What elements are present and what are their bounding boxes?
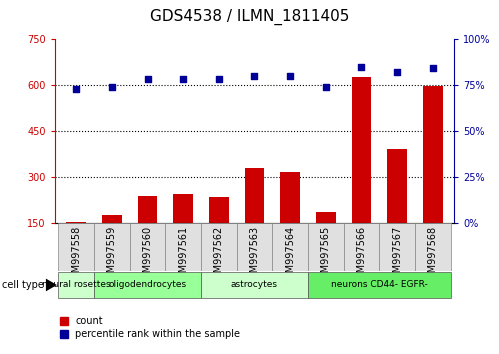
FancyBboxPatch shape: [272, 223, 308, 271]
Text: cell type: cell type: [2, 280, 44, 290]
Text: GSM997559: GSM997559: [107, 225, 117, 285]
FancyBboxPatch shape: [237, 223, 272, 271]
Polygon shape: [46, 279, 57, 291]
FancyBboxPatch shape: [94, 223, 130, 271]
FancyBboxPatch shape: [344, 223, 379, 271]
Point: [179, 76, 187, 82]
Point: [357, 64, 365, 69]
FancyBboxPatch shape: [415, 223, 451, 271]
FancyBboxPatch shape: [130, 223, 165, 271]
FancyBboxPatch shape: [201, 272, 308, 298]
Text: GSM997562: GSM997562: [214, 225, 224, 285]
Point: [72, 86, 80, 91]
FancyBboxPatch shape: [165, 223, 201, 271]
FancyBboxPatch shape: [201, 223, 237, 271]
Text: GDS4538 / ILMN_1811405: GDS4538 / ILMN_1811405: [150, 9, 349, 25]
Text: GSM997566: GSM997566: [356, 225, 366, 285]
Point: [215, 76, 223, 82]
Bar: [280, 172, 300, 223]
Text: GSM997565: GSM997565: [321, 225, 331, 285]
Point: [322, 84, 330, 90]
FancyBboxPatch shape: [379, 223, 415, 271]
Bar: [102, 215, 122, 223]
Point: [250, 73, 258, 79]
Bar: [423, 86, 443, 223]
Legend: count, percentile rank within the sample: count, percentile rank within the sample: [60, 316, 241, 339]
Text: GSM997561: GSM997561: [178, 225, 188, 285]
FancyBboxPatch shape: [58, 272, 94, 298]
Point: [108, 84, 116, 90]
Point: [393, 69, 401, 75]
Text: neural rosettes: neural rosettes: [42, 280, 111, 290]
Text: GSM997568: GSM997568: [428, 225, 438, 285]
Bar: [138, 196, 157, 223]
FancyBboxPatch shape: [94, 272, 201, 298]
Text: GSM997564: GSM997564: [285, 225, 295, 285]
Bar: [387, 149, 407, 223]
Bar: [245, 168, 264, 223]
Text: GSM997560: GSM997560: [143, 225, 153, 285]
Point: [429, 65, 437, 71]
Bar: [209, 197, 229, 223]
Text: GSM997567: GSM997567: [392, 225, 402, 285]
Bar: [66, 222, 86, 223]
Point: [144, 76, 152, 82]
Text: GSM997563: GSM997563: [250, 225, 259, 285]
FancyBboxPatch shape: [58, 223, 94, 271]
Bar: [316, 212, 335, 223]
FancyBboxPatch shape: [308, 272, 451, 298]
Point: [286, 73, 294, 79]
Text: oligodendrocytes: oligodendrocytes: [108, 280, 187, 290]
Bar: [174, 194, 193, 223]
Text: astrocytes: astrocytes: [231, 280, 278, 290]
Bar: [352, 77, 371, 223]
Text: GSM997558: GSM997558: [71, 225, 81, 285]
Text: neurons CD44- EGFR-: neurons CD44- EGFR-: [331, 280, 428, 290]
FancyBboxPatch shape: [308, 223, 344, 271]
